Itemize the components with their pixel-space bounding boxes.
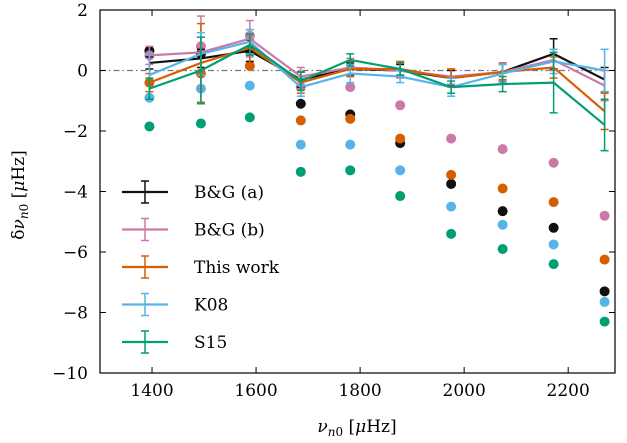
b-g-b-marker [600, 211, 610, 221]
k08-marker [549, 239, 559, 249]
this-work-marker [498, 183, 508, 193]
this-work-marker [446, 170, 456, 180]
legend-label: This work [194, 258, 280, 278]
b-g-b-marker [549, 158, 559, 168]
this-work-marker [345, 114, 355, 124]
b-g-a-marker [498, 206, 508, 216]
this-work-marker [600, 255, 610, 265]
y-tick-label: 2 [77, 1, 88, 21]
b-g-a-marker [446, 179, 456, 189]
legend-label: S15 [194, 333, 227, 353]
this-work-marker [549, 197, 559, 207]
k08-marker [395, 165, 405, 175]
b-g-b-marker [446, 134, 456, 144]
x-tick-label: 1600 [234, 381, 277, 401]
y-tick-label: −8 [63, 304, 88, 324]
k08-marker [296, 140, 306, 150]
b-g-b-marker [498, 144, 508, 154]
y-tick-label: −10 [52, 364, 88, 384]
y-tick-label: 0 [77, 62, 88, 82]
y-tick-label: −4 [63, 183, 88, 203]
x-tick-label: 2200 [547, 381, 590, 401]
s15-marker [196, 118, 206, 128]
b-g-a-marker [549, 223, 559, 233]
s15-marker [498, 244, 508, 254]
b-g-a-marker [296, 99, 306, 109]
s15-marker [245, 112, 255, 122]
s15-marker [446, 229, 456, 239]
legend-item-this-work: This work [122, 256, 280, 278]
s15-marker [600, 317, 610, 327]
legend-label: B&G (b) [194, 221, 265, 241]
b-g-a-marker [600, 286, 610, 296]
x-tick-label: 1800 [338, 381, 381, 401]
b-g-b-marker [345, 82, 355, 92]
k08-marker [245, 81, 255, 91]
legend-label: B&G (a) [194, 183, 264, 203]
x-tick-label: 1400 [130, 381, 173, 401]
x-tick-label: 2000 [443, 381, 486, 401]
k08-marker [600, 297, 610, 307]
k08-marker [446, 202, 456, 212]
s15-marker [549, 259, 559, 269]
this-work-marker [395, 134, 405, 144]
s15-marker [144, 121, 154, 131]
k08-marker [345, 140, 355, 150]
s15-marker [395, 191, 405, 201]
y-tick-label: −6 [63, 243, 88, 263]
y-tick-label: −2 [63, 122, 88, 142]
k08-marker [498, 220, 508, 230]
s15-marker [345, 165, 355, 175]
y-axis-label: δνn0 [μHz] [9, 150, 31, 240]
s15-marker [296, 167, 306, 177]
this-work-marker [296, 115, 306, 125]
b-g-b-marker [395, 100, 405, 110]
x-axis-label: νn0 [μHz] [317, 417, 396, 439]
legend-label: K08 [194, 296, 228, 316]
